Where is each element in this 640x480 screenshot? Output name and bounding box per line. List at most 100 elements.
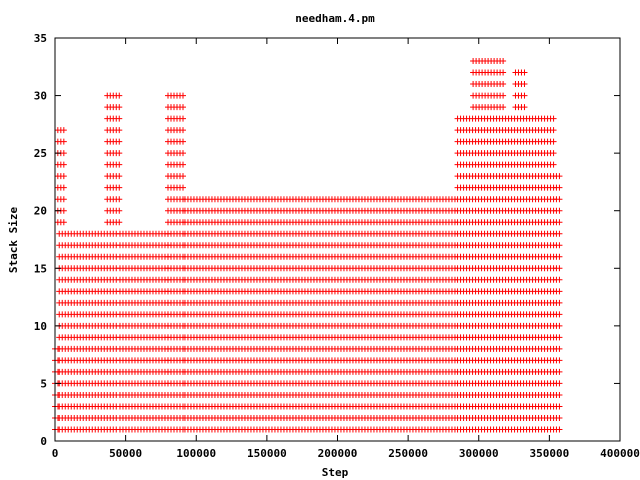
plus-markers — [512, 81, 528, 88]
plus-marker-row — [56, 426, 120, 433]
plus-markers — [181, 403, 458, 410]
x-tick-label: 250000 — [388, 447, 428, 460]
plus-markers — [454, 173, 557, 180]
plus-marker-row — [454, 414, 557, 421]
plus-markers — [553, 334, 563, 341]
plus-marker-row — [165, 161, 186, 168]
plus-marker-row — [56, 276, 120, 283]
plus-markers — [104, 207, 123, 214]
plus-marker-row — [116, 345, 171, 352]
plus-markers — [116, 230, 171, 237]
plus-marker-row — [104, 207, 123, 214]
plus-marker-row — [104, 161, 123, 168]
plus-markers — [512, 104, 528, 111]
plus-markers — [553, 391, 563, 398]
plus-marker-row — [116, 391, 171, 398]
plus-marker-row — [104, 115, 123, 122]
plus-markers — [54, 196, 67, 203]
x-tick-label: 100000 — [176, 447, 216, 460]
plus-markers — [116, 265, 171, 272]
plus-marker-row — [54, 219, 67, 226]
plus-marker-row — [54, 138, 67, 145]
plus-marker-row — [454, 426, 557, 433]
plus-marker-row — [181, 380, 458, 387]
plus-markers — [116, 403, 171, 410]
plus-marker-row — [454, 161, 557, 168]
plus-marker-row — [181, 345, 458, 352]
y-tick-label: 5 — [40, 377, 47, 390]
plus-markers — [553, 242, 563, 249]
plus-marker-row — [104, 184, 123, 191]
plus-marker-row — [165, 115, 186, 122]
plus-markers — [181, 219, 458, 226]
chart-title: needham.4.pm — [295, 12, 375, 25]
plus-markers — [454, 207, 557, 214]
plus-marker-row — [104, 196, 123, 203]
y-axis-label: Stack Size — [7, 207, 20, 274]
plus-markers — [181, 322, 458, 329]
plus-marker-row — [181, 311, 458, 318]
plus-markers — [181, 288, 458, 295]
plus-marker-row — [553, 230, 563, 237]
plus-markers — [56, 345, 120, 352]
plus-marker-row — [553, 242, 563, 249]
plus-markers — [181, 276, 458, 283]
plus-marker-row — [470, 81, 507, 88]
plus-markers — [56, 426, 120, 433]
plus-markers — [470, 81, 507, 88]
plus-marker-row — [553, 253, 563, 260]
plus-markers — [165, 184, 186, 191]
plus-markers — [181, 207, 458, 214]
plus-markers — [454, 265, 557, 272]
plus-markers — [454, 426, 557, 433]
plus-marker-row — [104, 138, 123, 145]
plus-markers — [553, 253, 563, 260]
plus-markers — [181, 368, 458, 375]
plus-markers — [56, 322, 120, 329]
plus-markers — [181, 357, 458, 364]
plus-marker-row — [54, 127, 67, 134]
plus-marker-row — [56, 253, 120, 260]
plus-markers — [165, 161, 186, 168]
plus-markers — [116, 368, 171, 375]
plus-markers — [470, 69, 507, 76]
plus-markers — [181, 391, 458, 398]
plus-markers — [454, 368, 557, 375]
y-tick-label: 35 — [34, 32, 47, 45]
data-marks — [52, 58, 563, 433]
plus-markers — [454, 138, 557, 145]
plus-marker-row — [181, 368, 458, 375]
plus-markers — [181, 426, 458, 433]
plus-markers — [56, 253, 120, 260]
plus-markers — [181, 414, 458, 421]
plus-marker-row — [56, 230, 120, 237]
plus-markers — [454, 276, 557, 283]
plus-marker-row — [454, 403, 557, 410]
plus-markers — [104, 184, 123, 191]
x-tick-label: 0 — [52, 447, 59, 460]
plus-markers — [553, 196, 563, 203]
plus-marker-row — [553, 311, 563, 318]
plus-marker-row — [512, 104, 528, 111]
plus-markers — [470, 58, 507, 65]
plus-marker-row — [116, 311, 171, 318]
plus-marker-row — [181, 276, 458, 283]
plus-markers — [454, 334, 557, 341]
x-tick-label: 200000 — [318, 447, 358, 460]
plus-markers — [470, 104, 507, 111]
plus-marker-row — [454, 276, 557, 283]
plus-marker-row — [116, 242, 171, 249]
plus-markers — [165, 104, 186, 111]
plus-marker-row — [165, 173, 186, 180]
plus-marker-row — [470, 58, 507, 65]
plus-markers — [54, 138, 67, 145]
plus-markers — [454, 161, 557, 168]
plus-markers — [454, 127, 557, 134]
plus-markers — [56, 276, 120, 283]
y-tick-label: 30 — [34, 90, 47, 103]
plus-marker-row — [454, 242, 557, 249]
plus-marker-row — [454, 334, 557, 341]
plus-marker-row — [56, 368, 120, 375]
plus-marker-row — [181, 414, 458, 421]
plus-marker-row — [56, 242, 120, 249]
